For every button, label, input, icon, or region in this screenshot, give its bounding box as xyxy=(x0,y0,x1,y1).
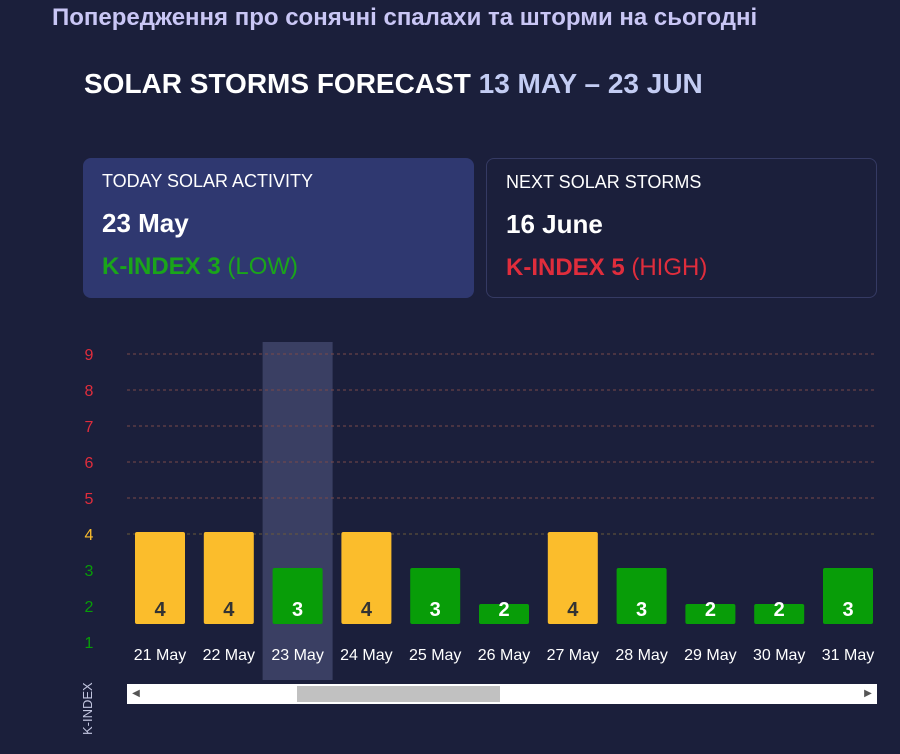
today-k-index: K-INDEX 3 (LOW) xyxy=(102,253,455,281)
x-tick-label: 25 May xyxy=(409,647,461,664)
y-tick-label: 6 xyxy=(85,455,94,472)
bar xyxy=(616,568,667,624)
scroll-right-icon[interactable]: ▶ xyxy=(864,688,872,699)
y-tick-label: 7 xyxy=(85,419,94,436)
x-tick-label: 24 May xyxy=(340,647,392,664)
bar-value-label: 2 xyxy=(705,599,716,621)
bar-value-label: 4 xyxy=(361,599,373,621)
x-tick-label: 23 May xyxy=(271,647,323,664)
bar xyxy=(410,568,461,624)
x-tick-label: 21 May xyxy=(134,647,186,664)
bar xyxy=(547,532,598,624)
forecast-title-text: SOLAR STORMS FORECAST xyxy=(84,68,471,99)
bar-value-label: 3 xyxy=(842,599,853,621)
today-activity-label: TODAY SOLAR ACTIVITY xyxy=(102,171,314,191)
scroll-thumb[interactable] xyxy=(297,686,500,702)
x-tick-label: 30 May xyxy=(753,647,805,664)
bar-value-label: 3 xyxy=(292,599,303,621)
bar-value-label: 4 xyxy=(154,599,166,621)
bar xyxy=(823,568,873,624)
next-k-value: K-INDEX 5 xyxy=(506,254,625,281)
bar-value-label: 2 xyxy=(498,599,509,621)
x-tick-label: 27 May xyxy=(547,647,599,664)
today-k-value: K-INDEX 3 xyxy=(102,253,221,280)
y-tick-label: 4 xyxy=(85,527,94,544)
forecast-title: SOLAR STORMS FORECAST 13 MAY – 23 JUN xyxy=(84,68,703,100)
today-activity-card: TODAY SOLAR ACTIVITY 23 May K-INDEX 3 (L… xyxy=(83,158,474,298)
today-date: 23 May xyxy=(102,208,189,238)
bar xyxy=(341,532,392,624)
highlight-column xyxy=(262,342,333,680)
today-k-level: (LOW) xyxy=(227,253,299,280)
chart-scrollbar[interactable]: ◀ ▶ xyxy=(127,684,877,704)
bar-value-label: 3 xyxy=(636,599,647,621)
bar-value-label: 2 xyxy=(774,599,785,621)
x-tick-label: 22 May xyxy=(203,647,255,664)
next-storm-date: 16 June xyxy=(506,209,603,239)
x-tick-label: 29 May xyxy=(684,647,736,664)
x-tick-label: 26 May xyxy=(478,647,530,664)
bar-value-label: 4 xyxy=(567,599,579,621)
next-k-level: (HIGH) xyxy=(631,254,708,281)
y-tick-label: 8 xyxy=(85,383,94,400)
y-tick-label: 9 xyxy=(85,347,94,364)
next-storms-label: NEXT SOLAR STORMS xyxy=(506,172,702,192)
y-tick-label: 3 xyxy=(85,563,94,580)
next-storms-card: NEXT SOLAR STORMS 16 June K-INDEX 5 (HIG… xyxy=(486,158,877,298)
bar xyxy=(685,604,736,624)
bar-value-label: 3 xyxy=(430,599,441,621)
k-index-chart: 1 2 3 4 5 6 7 8 9 4 21 May 4 22 May 3 23 May 4 24 May 3 25… xyxy=(85,342,877,680)
x-tick-label: 28 May xyxy=(615,647,667,664)
bar-value-label: 4 xyxy=(223,599,235,621)
page-heading: Попередження про сонячні спалахи та штор… xyxy=(52,4,758,31)
forecast-date-range: 13 MAY – 23 JUN xyxy=(478,68,703,99)
bar xyxy=(203,532,254,624)
bar xyxy=(272,568,323,624)
bar xyxy=(754,604,805,624)
y-tick-label: 5 xyxy=(85,491,94,508)
next-k-index: K-INDEX 5 (HIGH) xyxy=(506,254,857,282)
y-tick-label: 2 xyxy=(85,599,94,616)
scroll-left-icon[interactable]: ◀ xyxy=(132,688,140,699)
y-axis-title: K-INDEX xyxy=(80,682,95,735)
bar xyxy=(479,604,529,624)
y-tick-label: 1 xyxy=(85,635,94,652)
x-tick-label: 31 May xyxy=(822,647,874,664)
bar xyxy=(135,532,185,624)
